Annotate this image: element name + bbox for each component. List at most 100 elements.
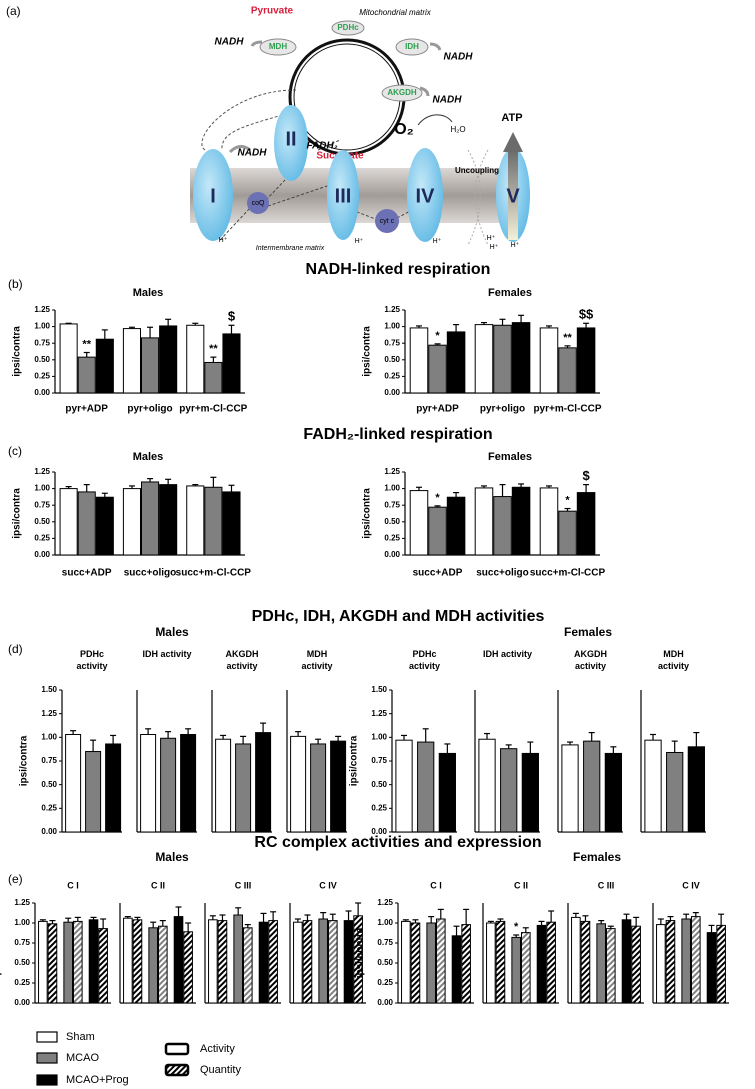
chart-title: C IV — [319, 880, 337, 890]
complex — [274, 105, 308, 181]
y-tick-label: 0.75 — [34, 500, 50, 509]
intermembrane-label: Intermembrane matrix — [256, 245, 325, 252]
x-tick-label: succ+oligo — [476, 568, 529, 579]
legend: Sham MCAO MCAO+Prog Activity Quantity — [36, 1031, 241, 1086]
bar — [446, 496, 466, 556]
enzyme — [331, 20, 365, 36]
fadh2: FADH₂ — [306, 141, 337, 152]
chart-title: Females — [488, 451, 532, 463]
bar — [222, 333, 241, 394]
bar — [173, 916, 184, 1004]
chart: AKGDH activity — [557, 649, 623, 833]
bar — [141, 481, 160, 556]
bar — [631, 925, 641, 1004]
significance: $$ — [579, 307, 594, 322]
proton: H⁺ — [487, 235, 496, 242]
bar — [148, 927, 158, 1004]
bar — [330, 740, 347, 833]
chart-title: C II — [151, 880, 165, 890]
bar — [302, 920, 313, 1004]
chart-title: C I — [430, 880, 442, 890]
y-tick-label: 0.00 — [41, 827, 57, 836]
bar — [428, 506, 447, 556]
y-tick-label: 0.50 — [377, 958, 393, 967]
chart-title-box: IDH activity — [142, 649, 192, 659]
x-tick-label: succ+m-Cl-CCP — [530, 568, 606, 579]
panel-label: (b) — [8, 277, 23, 291]
chart: IDH activity — [136, 649, 197, 833]
y-tick-label: 1.00 — [34, 484, 50, 493]
y-axis-label: ipsi/contra — [12, 326, 23, 377]
y-axis-label: ipsi/contra — [362, 488, 373, 539]
bar — [157, 925, 168, 1004]
proton: H⁺ — [433, 238, 442, 245]
complex-label: III — [335, 185, 352, 207]
y-tick-label: 0.00 — [34, 550, 50, 559]
y-tick-label: 0.00 — [384, 388, 400, 397]
cytc-label: cyt c — [380, 218, 395, 225]
chart: C III — [567, 880, 644, 1004]
significance: ** — [209, 343, 218, 355]
coq — [247, 192, 269, 214]
complex-label: I — [210, 185, 216, 207]
bar — [474, 487, 494, 556]
y-tick-label: 0.50 — [41, 780, 57, 789]
bar — [208, 919, 218, 1004]
y-tick-label: 0.00 — [384, 550, 400, 559]
chart-title: IDH activity — [142, 649, 192, 659]
section-heading: RC complex activities and expression — [254, 834, 541, 851]
legend-swatch — [164, 1063, 190, 1077]
chart: C II — [119, 880, 196, 1004]
y-tick-label: 1.25 — [384, 305, 400, 314]
bar — [539, 327, 559, 394]
bar — [159, 325, 178, 394]
complex-label: V — [506, 185, 520, 207]
y-tick-label: 0.25 — [371, 803, 387, 812]
bar — [558, 347, 577, 394]
y-tick-label: 1.00 — [377, 918, 393, 927]
chart-title: Females — [488, 287, 532, 299]
y-axis-label: ipsi/contra — [355, 927, 366, 978]
bar — [318, 918, 328, 1004]
x-tick-label: succ+ADP — [413, 568, 463, 579]
enzyme-label: AKGDH — [387, 88, 417, 97]
bar — [687, 746, 705, 833]
chart: C III — [204, 880, 281, 1004]
bar — [123, 917, 133, 1004]
chart-title-box: PDHc activity — [409, 649, 440, 671]
bar — [410, 922, 421, 1004]
x-tick-label: pyr+ADP — [65, 404, 108, 415]
y-tick-label: 0.25 — [377, 978, 393, 987]
bar — [141, 337, 160, 394]
chart-title-box: AKGDH activity — [574, 649, 607, 671]
group-label: Males — [155, 850, 189, 864]
chart: MDH activity — [640, 649, 706, 833]
bar — [95, 496, 114, 556]
bar — [428, 344, 447, 394]
chart-title: C IV — [682, 880, 700, 890]
diagram: (a) PDHc MDH IDH AKGDH Pyruvate Mitochon… — [6, 4, 530, 252]
bar — [140, 733, 157, 833]
complex-label: IV — [416, 185, 436, 207]
bar — [293, 921, 303, 1004]
chart-title: C II — [514, 880, 528, 890]
y-tick-label: 0.50 — [14, 958, 30, 967]
enzyme — [259, 38, 297, 56]
o2: O₂ — [394, 121, 414, 138]
bar — [576, 327, 596, 394]
bar — [235, 743, 252, 833]
bar — [255, 732, 272, 833]
significance: * — [435, 492, 440, 504]
bar — [38, 920, 48, 1004]
bar — [558, 510, 577, 556]
bar — [426, 922, 436, 1004]
bar — [580, 920, 591, 1004]
enzyme — [381, 84, 423, 102]
bar — [409, 490, 429, 556]
bar — [438, 752, 456, 833]
h2o: H₂O — [450, 125, 465, 134]
chart: MDH activity — [286, 649, 347, 833]
y-tick-label: 1.25 — [41, 709, 57, 718]
bar — [268, 920, 278, 1004]
y-axis-label: ipsi/contra — [349, 735, 360, 786]
